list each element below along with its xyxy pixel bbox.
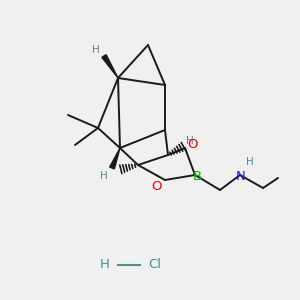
Text: Cl: Cl [148, 259, 161, 272]
Text: H: H [92, 45, 100, 55]
Polygon shape [110, 148, 120, 169]
Text: H: H [100, 171, 108, 181]
Text: N: N [236, 169, 246, 182]
Text: O: O [188, 137, 198, 151]
Text: H: H [186, 136, 194, 146]
Text: O: O [152, 179, 162, 193]
Text: B: B [192, 170, 202, 184]
Polygon shape [102, 55, 118, 78]
Text: H: H [100, 259, 110, 272]
Text: H: H [246, 157, 254, 167]
